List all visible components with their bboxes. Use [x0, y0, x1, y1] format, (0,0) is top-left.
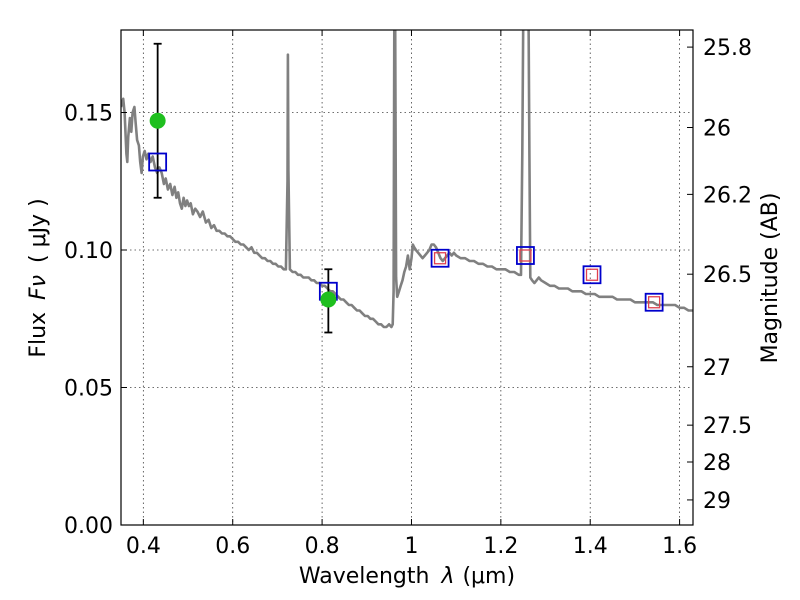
plot-frame	[120, 29, 694, 526]
x-axis-label-symbol: λ	[440, 564, 454, 589]
y-tick-label: 0.15	[64, 102, 113, 127]
y-axis-label-symbol: Fν	[26, 275, 51, 300]
x-tick-label: 0.8	[305, 534, 340, 559]
observed-points	[149, 112, 337, 308]
model-box	[582, 265, 602, 285]
y-tick-label: 0.00	[64, 514, 113, 539]
mag-tick-label: 27.5	[703, 414, 752, 439]
grid	[121, 30, 693, 525]
x-tick-label: 1.2	[483, 534, 518, 559]
x-tick-label: 0.6	[215, 534, 250, 559]
observed-point	[149, 112, 166, 129]
x-axis-label-unit: (μm)	[462, 564, 515, 589]
mag-tick-label: 28	[703, 451, 731, 476]
x-tick-label: 0.4	[126, 534, 161, 559]
y-tick-label: 0.05	[64, 377, 113, 402]
model-box	[644, 292, 664, 312]
model-box	[148, 152, 168, 172]
mag-tick-label: 26	[703, 117, 731, 142]
mag-tick-label: 27	[703, 356, 731, 381]
model-inner-box	[647, 296, 661, 309]
model-inner-box	[433, 252, 447, 265]
x-axis-label-text: Wavelength	[299, 564, 430, 589]
mag-tick-label: 26.2	[703, 183, 752, 208]
x-axis-label: Wavelength λ (μm)	[299, 564, 515, 589]
error-bars	[153, 42, 333, 334]
y-axis-label-unit: ( μJy )	[26, 198, 51, 263]
mag-tick-label: 26.5	[703, 263, 752, 288]
mag-tick-label: 25.8	[703, 36, 752, 61]
right-axis-label: Magnitude (AB)	[758, 193, 783, 364]
spectrum-layer	[121, 30, 693, 329]
model-box	[516, 246, 535, 265]
model-box	[430, 248, 450, 268]
x-tick-label: 1.4	[573, 534, 608, 559]
observed-point	[320, 291, 337, 308]
y-axis-label: Flux Fν ( μJy )	[26, 198, 51, 357]
model-points	[148, 152, 664, 312]
mag-tick-label: 29	[703, 489, 731, 514]
x-tick-label: 1	[404, 534, 418, 559]
y-axis-label-text: Flux	[26, 312, 51, 358]
x-tick-label: 1.6	[662, 534, 697, 559]
spectrum-line	[121, 30, 693, 329]
y-tick-label: 0.10	[64, 239, 113, 264]
ticks: 0.4 0.6 0.8 1 1.2 1.4 1.6 0.00 0.05 0.10 0.15 25.8 2…	[64, 30, 752, 559]
model-inner-box	[585, 268, 599, 281]
model-inner-box	[519, 249, 532, 262]
